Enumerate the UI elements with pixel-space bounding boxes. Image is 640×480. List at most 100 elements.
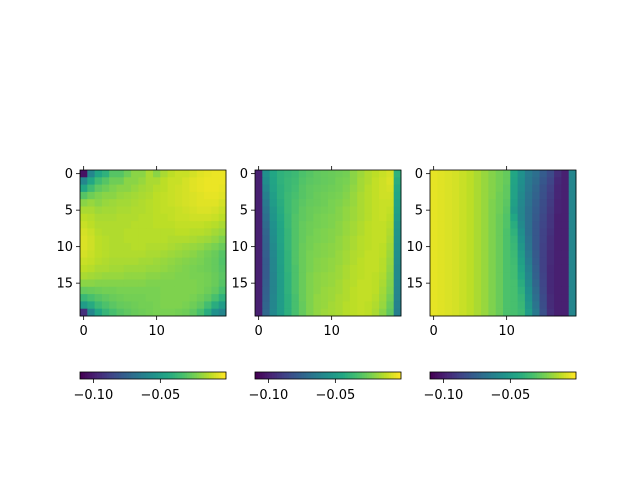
heatmap-cell (554, 235, 562, 244)
heatmap-cell (291, 228, 300, 237)
heatmap-cell (196, 191, 205, 200)
heatmap-cell (109, 272, 117, 280)
heatmap-cell (145, 177, 154, 185)
heatmap-cell (364, 301, 373, 310)
heatmap-cell (364, 177, 373, 185)
colorbar-segment (330, 372, 334, 379)
heatmap-cell (276, 184, 285, 193)
heatmap-cell (116, 308, 125, 317)
heatmap-cell (138, 264, 147, 273)
heatmap-cell (174, 191, 183, 200)
heatmap-cell (320, 243, 329, 251)
heatmap-cell (204, 294, 212, 302)
heatmap-cell (546, 228, 555, 237)
heatmap-cell (473, 177, 482, 185)
heatmap-cell (218, 308, 227, 317)
heatmap-cell (349, 250, 358, 258)
heatmap-cell (488, 199, 497, 207)
colorbar-segment (503, 372, 506, 379)
colorbar-segment (558, 372, 562, 379)
heatmap-cell (255, 170, 263, 178)
heatmap-cell (495, 308, 504, 317)
heatmap-cell (145, 213, 154, 222)
heatmap-cell (182, 184, 190, 193)
heatmap-cell (451, 294, 460, 302)
heatmap-cell (524, 213, 533, 222)
heatmap-cell (109, 235, 117, 244)
heatmap-cell (123, 177, 132, 185)
heatmap-cell (284, 264, 292, 273)
heatmap-cell (167, 206, 176, 215)
heatmap-cell (306, 301, 314, 310)
colorbar-segment (257, 372, 261, 379)
heatmap-cell (568, 184, 577, 193)
heatmap-cell (298, 257, 307, 266)
heatmap-cell (211, 199, 220, 207)
colorbar-segment (172, 372, 176, 379)
heatmap-cell (80, 235, 88, 244)
heatmap-cell (328, 286, 336, 295)
heatmap-cell (451, 221, 460, 229)
heatmap-cell (357, 279, 365, 288)
colorbar-segment (456, 372, 460, 379)
heatmap-cell (328, 221, 336, 229)
heatmap-cell (386, 243, 395, 251)
heatmap-cell (174, 294, 183, 302)
heatmap-cell (276, 286, 285, 295)
heatmap-cell (561, 301, 570, 310)
heatmap-cell (138, 301, 147, 310)
heatmap-cell (284, 170, 292, 178)
heatmap-cell (145, 272, 154, 280)
heatmap-cell (371, 199, 380, 207)
heatmap-cell (335, 264, 343, 273)
heatmap-cell (313, 257, 322, 266)
heatmap-cell (342, 213, 351, 222)
heatmap-cell (437, 294, 445, 302)
heatmap-cell (218, 257, 227, 266)
colorbar-segment (510, 372, 514, 379)
heatmap-cell (94, 301, 103, 310)
y-tick-label: 5 (240, 204, 248, 219)
colorbar-segment (284, 372, 288, 379)
heatmap-cell (174, 221, 183, 229)
heatmap-cell (211, 301, 220, 310)
colorbar-segment (133, 372, 137, 379)
colorbar-segment (177, 372, 181, 379)
heatmap-cell (109, 228, 117, 237)
colorbar-segment (128, 372, 132, 379)
heatmap-cell (269, 199, 278, 207)
heatmap-cell (255, 272, 263, 280)
heatmap-cell (532, 301, 540, 310)
heatmap-cell (517, 257, 526, 266)
heatmap-cell (255, 213, 263, 222)
heatmap-cell (444, 250, 453, 258)
heatmap-cell (87, 286, 95, 295)
heatmap-cell (123, 250, 132, 258)
heatmap-cell (182, 243, 190, 251)
heatmap-cell (218, 243, 227, 251)
heatmap-cell (444, 286, 453, 295)
heatmap-cell (459, 286, 467, 295)
colorbar-segment (449, 372, 453, 379)
colorbar-segment (345, 372, 348, 379)
heatmap-cell (554, 177, 562, 185)
heatmap-panel-2: 0 10 0 5 10 15 −0.10 −0.05 (231, 166, 402, 403)
heatmap-cell (87, 177, 95, 185)
heatmap-cell (546, 257, 555, 266)
heatmap-cell (532, 221, 540, 229)
colorbar-segment (289, 372, 292, 379)
y-tick-label: 5 (65, 204, 73, 219)
heatmap-cell (160, 213, 168, 222)
heatmap-cell (291, 272, 300, 280)
heatmap-cell (109, 199, 117, 207)
heatmap-cell (481, 228, 489, 237)
heatmap-cell (451, 243, 460, 251)
heatmap-cell (503, 243, 511, 251)
heatmap-cell (510, 228, 518, 237)
heatmap-cell (196, 235, 205, 244)
colorbar-segment (354, 372, 358, 379)
heatmap-cell (481, 250, 489, 258)
heatmap-cell (554, 199, 562, 207)
heatmap-cell (189, 264, 198, 273)
